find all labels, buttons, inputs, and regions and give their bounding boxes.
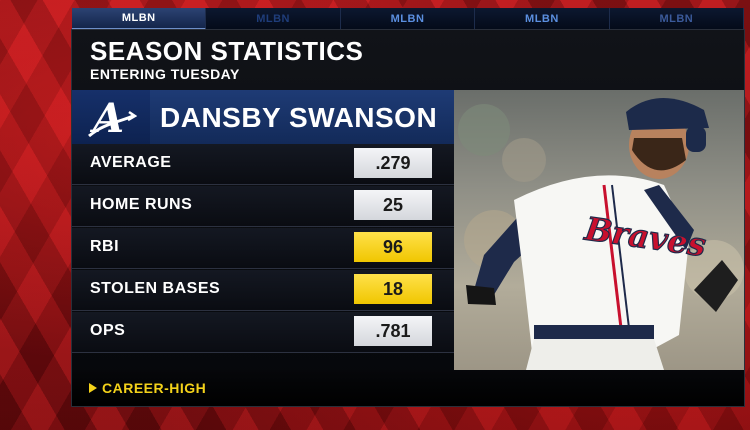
- network-tab-label: MLBN: [256, 13, 290, 25]
- stat-label: HOME RUNS: [90, 196, 193, 213]
- network-tab-label: MLBN: [659, 13, 694, 25]
- stat-label: STOLEN BASES: [90, 280, 221, 297]
- stat-label: RBI: [90, 238, 120, 255]
- triangle-right-icon: [89, 383, 97, 393]
- stat-row-average: AVERAGE .279: [72, 144, 454, 185]
- graphic-subtitle: ENTERING TUESDAY: [90, 66, 240, 82]
- player-name: DANSBY SWANSON: [160, 102, 438, 133]
- braves-a-icon: A: [88, 95, 137, 140]
- stat-value: .781: [354, 316, 432, 346]
- network-tab-label: MLBN: [121, 12, 156, 24]
- stat-value: .279: [354, 148, 432, 178]
- stat-row-ops: OPS .781: [72, 312, 454, 353]
- stat-row-home-runs: HOME RUNS 25: [72, 186, 454, 227]
- stat-value-career-high: 18: [354, 274, 432, 304]
- player-photo: Braves: [454, 90, 744, 370]
- network-tab-label: MLBN: [390, 13, 425, 25]
- stat-row-rbi: RBI 96: [72, 228, 454, 269]
- legend-label: CAREER-HIGH: [102, 380, 207, 396]
- network-tab-bar: MLBN MLBN MLBN MLBN MLBN: [72, 8, 745, 30]
- stat-row-stolen-bases: STOLEN BASES 18: [72, 270, 454, 311]
- network-tab: MLBN: [609, 8, 745, 30]
- network-tab: MLBN: [340, 8, 476, 30]
- network-tab-label: MLBN: [525, 13, 559, 25]
- player-name-bar: A DANSBY SWANSON: [72, 90, 454, 144]
- network-tab: MLBN: [475, 8, 610, 30]
- stats-table: AVERAGE .279 HOME RUNS 25 RBI 96 STOLEN …: [72, 144, 454, 354]
- network-tab: MLBN: [206, 8, 341, 30]
- stat-value: 25: [354, 190, 432, 220]
- stat-value-career-high: 96: [354, 232, 432, 262]
- stat-label: OPS: [90, 322, 126, 339]
- braves-logo: A: [72, 90, 150, 144]
- network-tab: MLBN: [72, 8, 207, 30]
- stat-label: AVERAGE: [90, 154, 172, 171]
- stats-graphic-panel: SEASON STATISTICS ENTERING TUESDAY A DAN…: [72, 30, 744, 406]
- legend-bar: CAREER-HIGH: [72, 370, 744, 406]
- graphic-title: SEASON STATISTICS: [90, 36, 364, 66]
